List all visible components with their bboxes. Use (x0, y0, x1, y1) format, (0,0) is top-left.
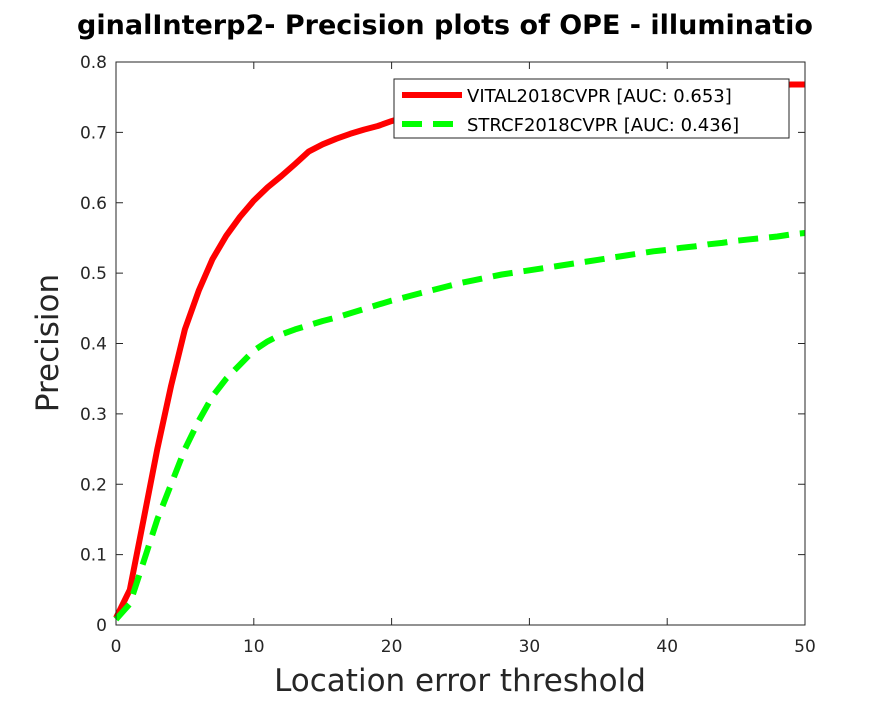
y-tick-label-6: 0.6 (80, 194, 107, 214)
y-axis-label: Precision (30, 274, 66, 412)
x-tick-label-5: 50 (794, 637, 816, 657)
y-tick-label-1: 0.1 (80, 546, 107, 566)
y-tick-label-8: 0.8 (80, 53, 107, 73)
x-tick-label-1: 10 (243, 637, 265, 657)
y-tick-label-4: 0.4 (80, 335, 107, 355)
legend: VITAL2018CVPR [AUC: 0.653] STRCF2018CVPR… (393, 78, 790, 139)
x-tick-label-2: 20 (381, 637, 403, 657)
chart-title: ginalInterp2- Precision plots of OPE - i… (77, 10, 813, 41)
legend-label-vital: VITAL2018CVPR [AUC: 0.653] (467, 86, 732, 107)
series-line-1 (113, 230, 806, 622)
tick-layer: 0 10 20 30 40 50 0 0.1 0.2 0.3 0.4 0.5 0.6 0.7 0.8 (80, 53, 816, 657)
y-tick-label-3: 0.3 (80, 405, 107, 425)
y-tick-label-2: 0.2 (80, 475, 107, 495)
x-tick-label-0: 0 (111, 637, 122, 657)
y-tick-label-5: 0.5 (80, 264, 107, 284)
x-tick-label-3: 30 (519, 637, 541, 657)
legend-label-strcf: STRCF2018CVPR [AUC: 0.436] (467, 115, 739, 136)
legend-box (393, 78, 790, 139)
y-tick-label-0: 0 (96, 616, 107, 636)
x-axis-label: Location error threshold (274, 663, 646, 699)
plot-area (116, 62, 805, 625)
x-tick-label-4: 40 (656, 637, 678, 657)
y-tick-label-7: 0.7 (80, 123, 107, 143)
